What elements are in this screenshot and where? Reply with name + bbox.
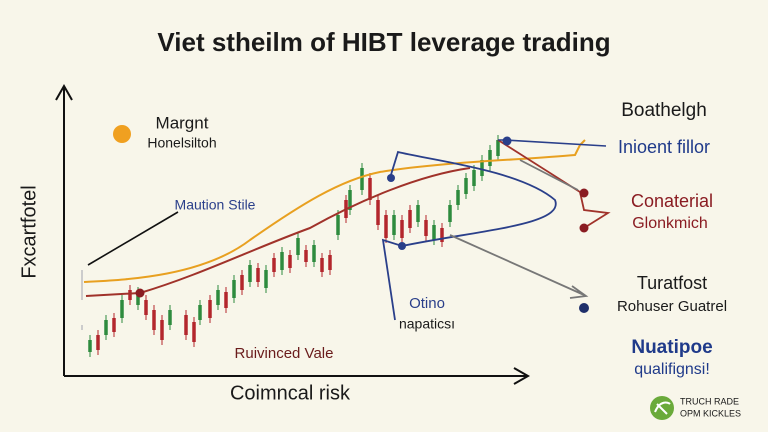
label: Ruivinced Vale (235, 345, 334, 362)
label: Maution Stile (175, 197, 256, 213)
blue-loop (381, 150, 557, 321)
marker (579, 188, 589, 198)
marker (579, 303, 589, 313)
label: qualifignsi! (634, 361, 710, 378)
marker (387, 174, 395, 182)
logo-glyph (654, 401, 671, 415)
marker (398, 242, 406, 250)
label: Rohuser Guatrel (617, 298, 727, 315)
label: Conaterial (631, 191, 713, 211)
orange-trend (83, 139, 586, 283)
label: napaticsı (399, 316, 455, 332)
label: Otino (409, 295, 445, 312)
label: Nuatipoe (631, 337, 712, 358)
title: Viet stheilm of HIBT leverage trading (157, 27, 610, 57)
marker (579, 223, 589, 233)
y-axis-label: Fxcartfotel (18, 185, 40, 278)
marker (135, 288, 145, 298)
grey-arrows (449, 159, 589, 299)
label: Turatfost (637, 273, 707, 293)
label: Honelsiltoh (147, 135, 216, 151)
y-axis (55, 83, 73, 376)
red-trend (85, 167, 471, 297)
orange-dot (113, 125, 131, 143)
axes (55, 83, 531, 385)
candle-bodies-down (96, 178, 444, 350)
red-connector (497, 139, 611, 229)
label: Margnt (156, 113, 209, 132)
logo-text: TRUCH RADE (680, 396, 739, 406)
x-axis (64, 367, 531, 385)
pointer-line (87, 211, 179, 266)
marker (502, 136, 512, 146)
x-axis-label: Coimncal risk (230, 382, 351, 404)
label: Boathelgh (621, 100, 707, 121)
candle-bodies-up (88, 140, 500, 352)
label: Inioent fillor (618, 137, 710, 157)
label: Glonkmich (632, 215, 708, 232)
logo-text: OPM KICKLES (680, 408, 741, 418)
